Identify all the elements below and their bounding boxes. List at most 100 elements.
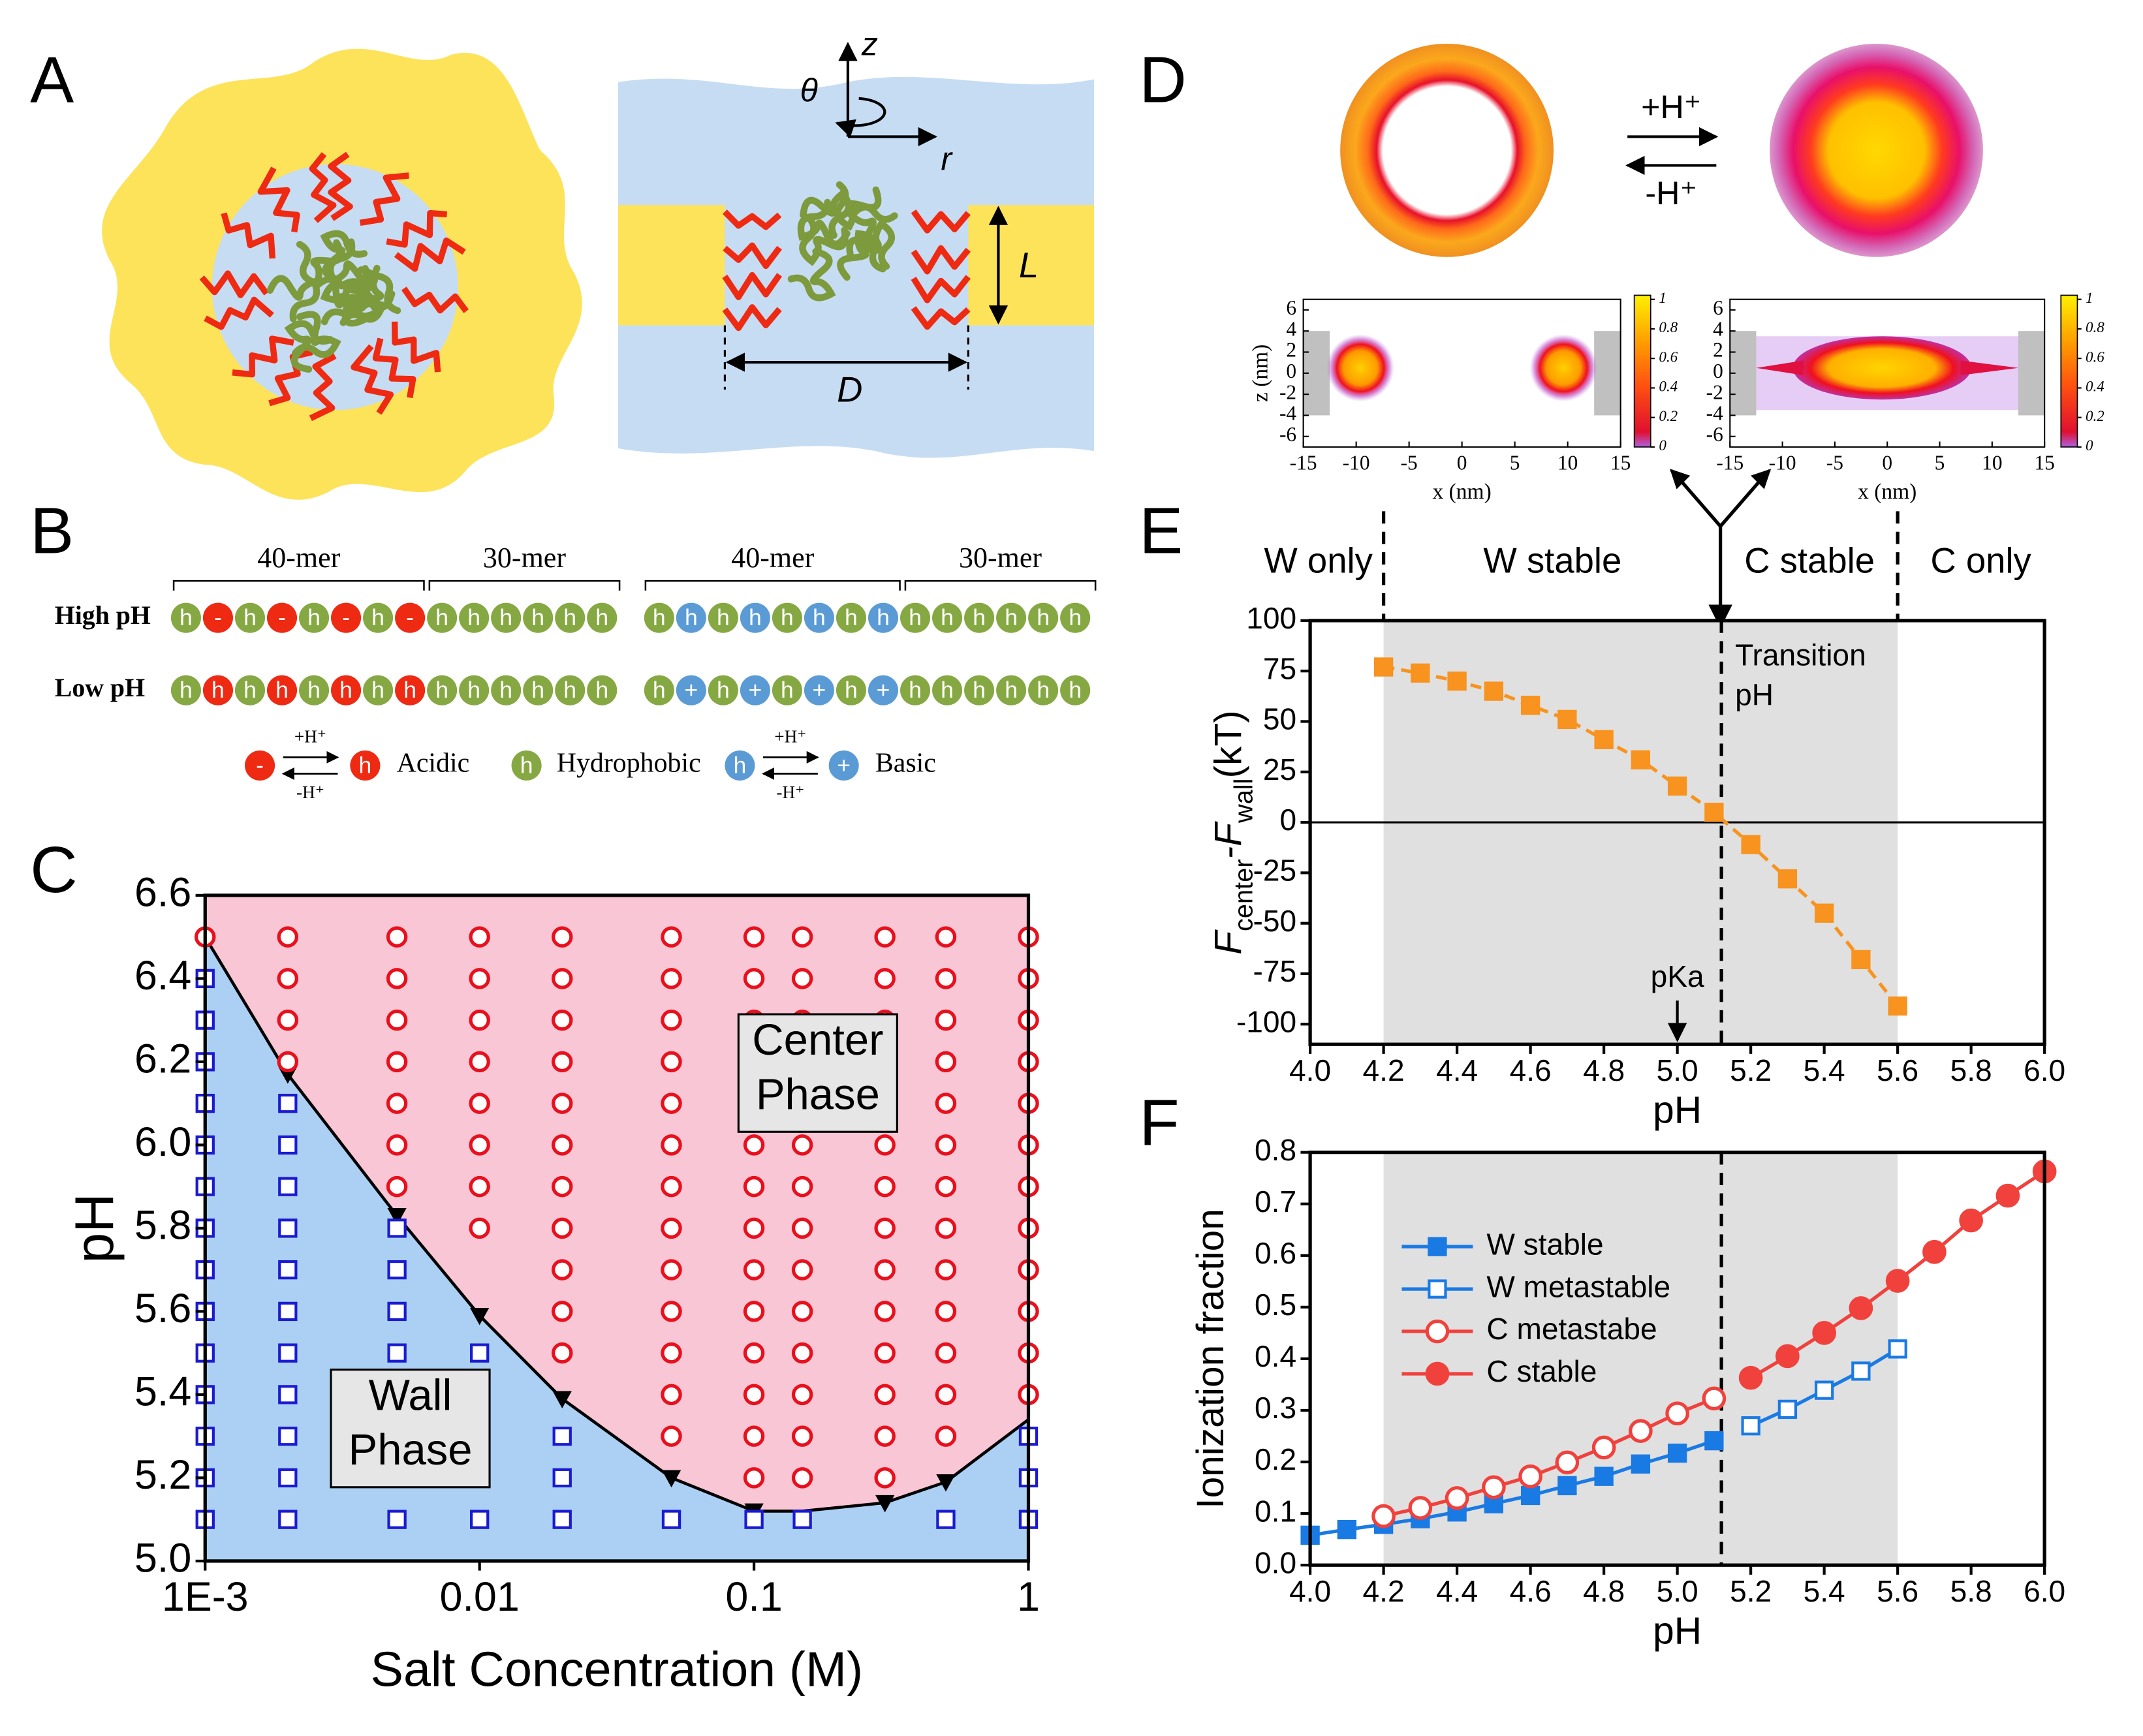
x-tick-label: 0.1 [725, 1574, 782, 1620]
x-tick-label: 5.8 [1950, 1053, 1992, 1087]
bead-label: h [653, 604, 666, 630]
charged-chain [328, 151, 353, 221]
bead [996, 675, 1027, 705]
x-tick-label: 15 [2034, 451, 2054, 474]
marker [387, 1218, 407, 1238]
legend-label: W metastable [1486, 1269, 1670, 1303]
charged-chain [401, 287, 469, 314]
marker [874, 1134, 896, 1156]
marker [936, 1510, 956, 1529]
x-tick-label: 5.2 [1730, 1574, 1772, 1608]
y-tick-label: 6 [1713, 296, 1723, 319]
bead [395, 602, 426, 633]
charged-chain [309, 152, 337, 223]
marker [743, 1175, 765, 1198]
bead [804, 675, 835, 705]
legend-marker [1425, 1319, 1450, 1344]
colorbar-tick-label: 1 [2086, 289, 2093, 306]
y-tick-label: 5.4 [134, 1369, 191, 1415]
bead [964, 602, 995, 633]
deprotonate-label: -H⁺ [776, 783, 804, 802]
annotation: Phase [756, 1070, 880, 1119]
marker [874, 1342, 896, 1364]
marker [661, 968, 682, 989]
marker [1849, 1296, 1873, 1320]
marker [1445, 1486, 1469, 1510]
y-tick-label: -6 [1706, 423, 1723, 446]
bead-label: h [1069, 604, 1082, 630]
row-label: High pH [55, 601, 151, 630]
colorbar [2060, 294, 2078, 448]
marker [1591, 1435, 1616, 1460]
x-tick-label: 4.8 [1583, 1574, 1625, 1608]
bead [708, 602, 738, 633]
density-neck [1756, 360, 2018, 376]
hydrophobic-chain [337, 278, 387, 326]
marker [935, 1384, 957, 1406]
marker [552, 1391, 572, 1408]
x-tick-label: 6.0 [2024, 1053, 2065, 1087]
bead-label: h [180, 604, 193, 630]
marker [661, 1510, 681, 1529]
fork-arrow [1670, 469, 1691, 489]
marker [743, 926, 765, 948]
bead-label: h [563, 604, 576, 630]
bead-label: h [307, 604, 321, 630]
y-tick-label: 6.2 [134, 1036, 191, 1081]
y-axis-label: Ionization fraction [1189, 1209, 1232, 1509]
y-tick-label: 0 [1279, 803, 1296, 837]
transition-label: Transition [1735, 638, 1866, 672]
bead-label: h [717, 604, 730, 630]
bracket [904, 580, 1097, 591]
bead [740, 675, 770, 705]
center-phase-cross-section [1770, 44, 1983, 257]
bracket-label: 30-mer [483, 542, 566, 574]
phase-label: C stable [1744, 540, 1875, 580]
marker [1594, 1466, 1614, 1486]
marker [387, 1260, 407, 1280]
panel-letter: E [1139, 495, 1183, 568]
bead [427, 675, 458, 705]
series-line [1383, 1397, 1715, 1518]
y-tick-label: -4 [1706, 402, 1723, 425]
y-tick-label: -75 [1253, 954, 1297, 988]
x-tick-label: -15 [1716, 451, 1744, 474]
bead [363, 602, 394, 633]
hydrophobic-chain [837, 230, 886, 281]
bracket-label: 30-mer [959, 542, 1042, 574]
x-axis-label: Salt Concentration (M) [371, 1642, 863, 1697]
marker [1814, 903, 1834, 923]
x-tick-label: 6.0 [2024, 1574, 2065, 1608]
bead-label: - [256, 752, 264, 778]
y-axis-label-part: wall [1229, 778, 1258, 824]
wall [2018, 331, 2045, 416]
marker [1738, 1365, 1763, 1390]
marker [1777, 869, 1798, 889]
y-tick-label: -100 [1236, 1004, 1296, 1038]
bead-label: h [180, 677, 193, 703]
y-tick-label: -25 [1253, 854, 1297, 888]
bead [772, 602, 802, 633]
charged-chain [391, 321, 441, 373]
marker [1667, 776, 1687, 796]
marker [791, 968, 813, 989]
panel-letter: C [30, 833, 78, 907]
hydrophobic-chain [266, 275, 321, 322]
x-tick-label: 4.0 [1289, 1053, 1331, 1087]
bead [202, 675, 234, 705]
bead-label: h [531, 604, 544, 630]
annotation-box [330, 1369, 491, 1489]
marker [743, 1259, 765, 1280]
marker [1851, 1361, 1871, 1381]
marker [278, 1510, 298, 1529]
charged-chain [911, 275, 971, 303]
bead-label: h [717, 677, 730, 703]
marker [386, 1134, 408, 1156]
colorbar-tick-label: 0.4 [1659, 378, 1678, 395]
bead-label: + [813, 677, 826, 703]
marker [791, 1217, 813, 1239]
bead [1028, 602, 1059, 633]
bead-label: + [684, 677, 698, 703]
